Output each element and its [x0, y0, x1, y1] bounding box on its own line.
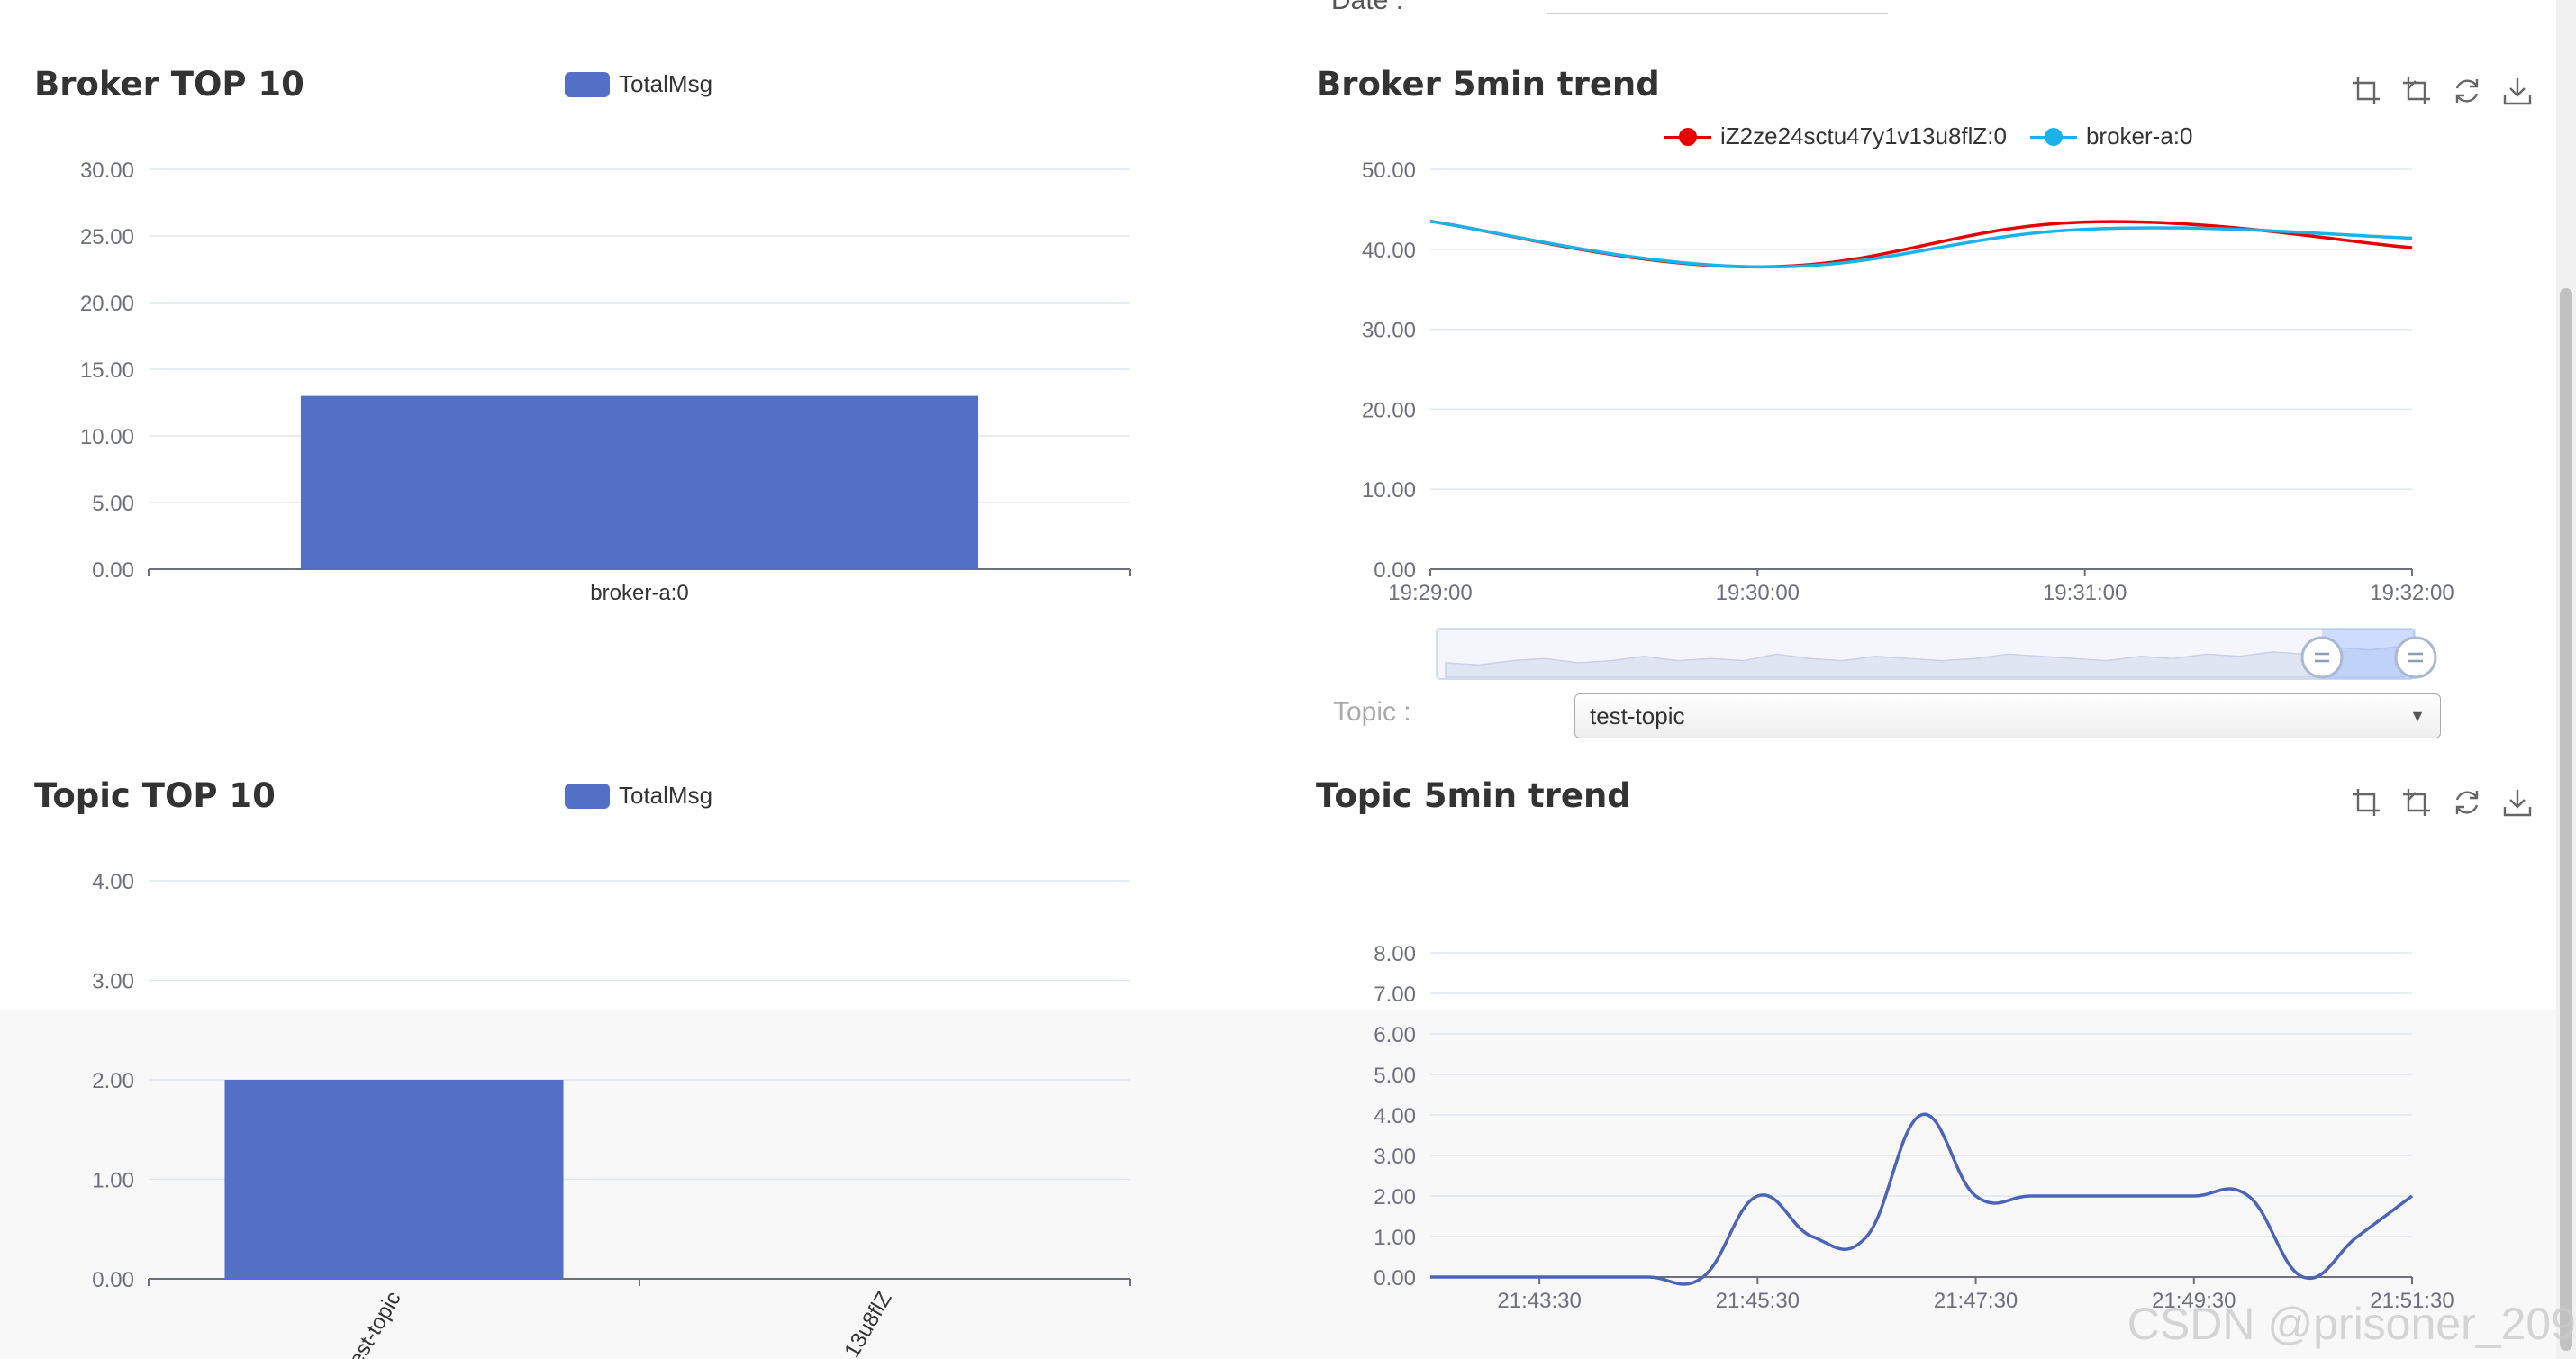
broker-trend-chart: 0.00 10.00 20.00 30.00 40.00 50.00 19:29:00 19:…: [1362, 159, 2454, 680]
zoom-reset-icon[interactable]: [2401, 787, 2432, 818]
topic-label: Topic :: [1333, 697, 1411, 727]
y-tick-label: 15.00: [80, 358, 134, 383]
broker-top10-chart: 0.00 5.00 10.00 15.00 20.00 25.00 30.00 broker-…: [80, 159, 1131, 605]
y-tick-label: 4.00: [1374, 1104, 1416, 1128]
y-tick-label: 0.00: [92, 558, 134, 583]
y-tick-label: 4.00: [92, 870, 134, 894]
y-tick-label: 6.00: [1374, 1023, 1416, 1047]
bar: [300, 395, 979, 569]
y-tick-label: 7.00: [1374, 983, 1416, 1007]
x-tick-label: 19:29:00: [1388, 581, 1472, 605]
y-tick-label: 10.00: [1362, 478, 1416, 503]
zoom-icon[interactable]: [2351, 787, 2381, 818]
legend-item-series-1[interactable]: iZ2ze24sctu47y1v13u8flZ:0: [1664, 122, 2007, 150]
x-tick-label: broker-a:0: [590, 581, 688, 605]
broker-top10-title: Broker TOP 10: [34, 65, 304, 104]
x-tick-label: 13u8flZ: [839, 1288, 896, 1359]
series-line: [1430, 1112, 2414, 1286]
y-tick-label: 3.00: [92, 970, 134, 994]
x-tick-label: 21:43:30: [1497, 1289, 1581, 1313]
topic-top10-title: Topic TOP 10: [34, 776, 276, 815]
y-tick-label: 3.00: [1374, 1145, 1416, 1169]
topic-select-value: test-topic: [1590, 702, 1685, 729]
y-tick-label: 30.00: [1362, 319, 1416, 343]
zoom-reset-icon[interactable]: [2401, 76, 2432, 106]
series-line: [1429, 219, 2413, 269]
legend-label: TotalMsg: [619, 782, 713, 809]
y-tick-label: 30.00: [80, 159, 134, 183]
restore-icon[interactable]: [2452, 76, 2482, 106]
y-tick-label: 20.00: [1362, 398, 1416, 422]
legend-item-series-2[interactable]: broker-a:0: [2029, 122, 2193, 150]
y-tick-label: 0.00: [92, 1268, 134, 1292]
y-tick-label: 5.00: [92, 492, 134, 516]
series-line: [1429, 219, 2413, 269]
y-tick-label: 2.00: [92, 1069, 134, 1093]
legend-marker: [1664, 127, 1711, 146]
y-tick-label: 1.00: [1374, 1226, 1416, 1250]
legend-label: broker-a:0: [2085, 122, 2193, 149]
scrollbar-thumb[interactable]: [2560, 288, 2572, 1351]
drag-handle-icon: [2315, 652, 2329, 663]
broker-trend-legend: iZ2ze24sctu47y1v13u8flZ:0 broker-a:0: [1664, 122, 2216, 150]
y-tick-label: 20.00: [80, 292, 134, 316]
topic-top10-chart: 0.00 1.00 2.00 3.00 4.00 test-topic 13u8flZ: [92, 870, 1131, 1359]
x-tick-label: 21:45:30: [1716, 1289, 1800, 1313]
y-tick-label: 1.00: [92, 1169, 134, 1193]
legend-label: TotalMsg: [619, 70, 713, 97]
date-label: Date :: [1331, 0, 1404, 15]
x-tick-label: 19:30:00: [1716, 581, 1800, 605]
topic-top10-legend[interactable]: TotalMsg: [565, 782, 712, 810]
x-tick-label: 21:49:30: [2152, 1289, 2236, 1313]
legend-swatch: [565, 783, 610, 809]
topic-select[interactable]: test-topic ▼: [1574, 693, 2441, 738]
y-tick-label: 8.00: [1374, 942, 1416, 966]
y-tick-label: 0.00: [1374, 558, 1416, 583]
x-tick-label: 21:47:30: [1934, 1289, 2018, 1313]
legend-swatch: [565, 71, 610, 97]
y-tick-label: 50.00: [1362, 159, 1416, 183]
restore-icon[interactable]: [2452, 787, 2482, 818]
broker-trend-toolbox: [2351, 76, 2533, 106]
x-tick-label: 21:51:30: [2370, 1289, 2454, 1313]
bar: [224, 1080, 564, 1279]
drag-handle-icon: [2408, 652, 2423, 663]
save-image-icon[interactable]: [2502, 787, 2533, 818]
x-tick-label: 19:31:00: [2043, 581, 2127, 605]
x-tick-label: 19:32:00: [2370, 581, 2454, 605]
topic-trend-toolbox: [2351, 787, 2533, 818]
page-scrollbar[interactable]: [2556, 0, 2576, 1359]
y-tick-label: 5.00: [1374, 1064, 1416, 1088]
y-tick-label: 2.00: [1374, 1185, 1416, 1210]
x-tick-label: test-topic: [341, 1288, 406, 1359]
legend-marker: [2029, 127, 2077, 146]
y-tick-label: 25.00: [80, 225, 134, 249]
topic-trend-title: Topic 5min trend: [1316, 776, 1631, 815]
zoom-icon[interactable]: [2351, 76, 2381, 106]
data-zoom-handle: [2300, 636, 2344, 679]
broker-trend-title: Broker 5min trend: [1316, 65, 1660, 104]
y-tick-label: 10.00: [80, 425, 134, 449]
date-input[interactable]: [1547, 0, 1888, 14]
legend-label: iZ2ze24sctu47y1v13u8flZ:0: [1720, 122, 2007, 149]
watermark: CSDN @prisoner_209: [2127, 1299, 2576, 1349]
chevron-down-icon: ▼: [2409, 706, 2426, 725]
data-zoom-handle: [2394, 636, 2437, 679]
y-tick-label: 0.00: [1374, 1266, 1416, 1291]
y-tick-label: 40.00: [1362, 239, 1416, 263]
topic-trend-chart: 0.00 1.00 2.00 3.00 4.00 5.00 6.00 7.00 8.00 21:4…: [1374, 942, 2454, 1313]
save-image-icon[interactable]: [2502, 76, 2533, 106]
broker-top10-legend[interactable]: TotalMsg: [565, 70, 712, 98]
